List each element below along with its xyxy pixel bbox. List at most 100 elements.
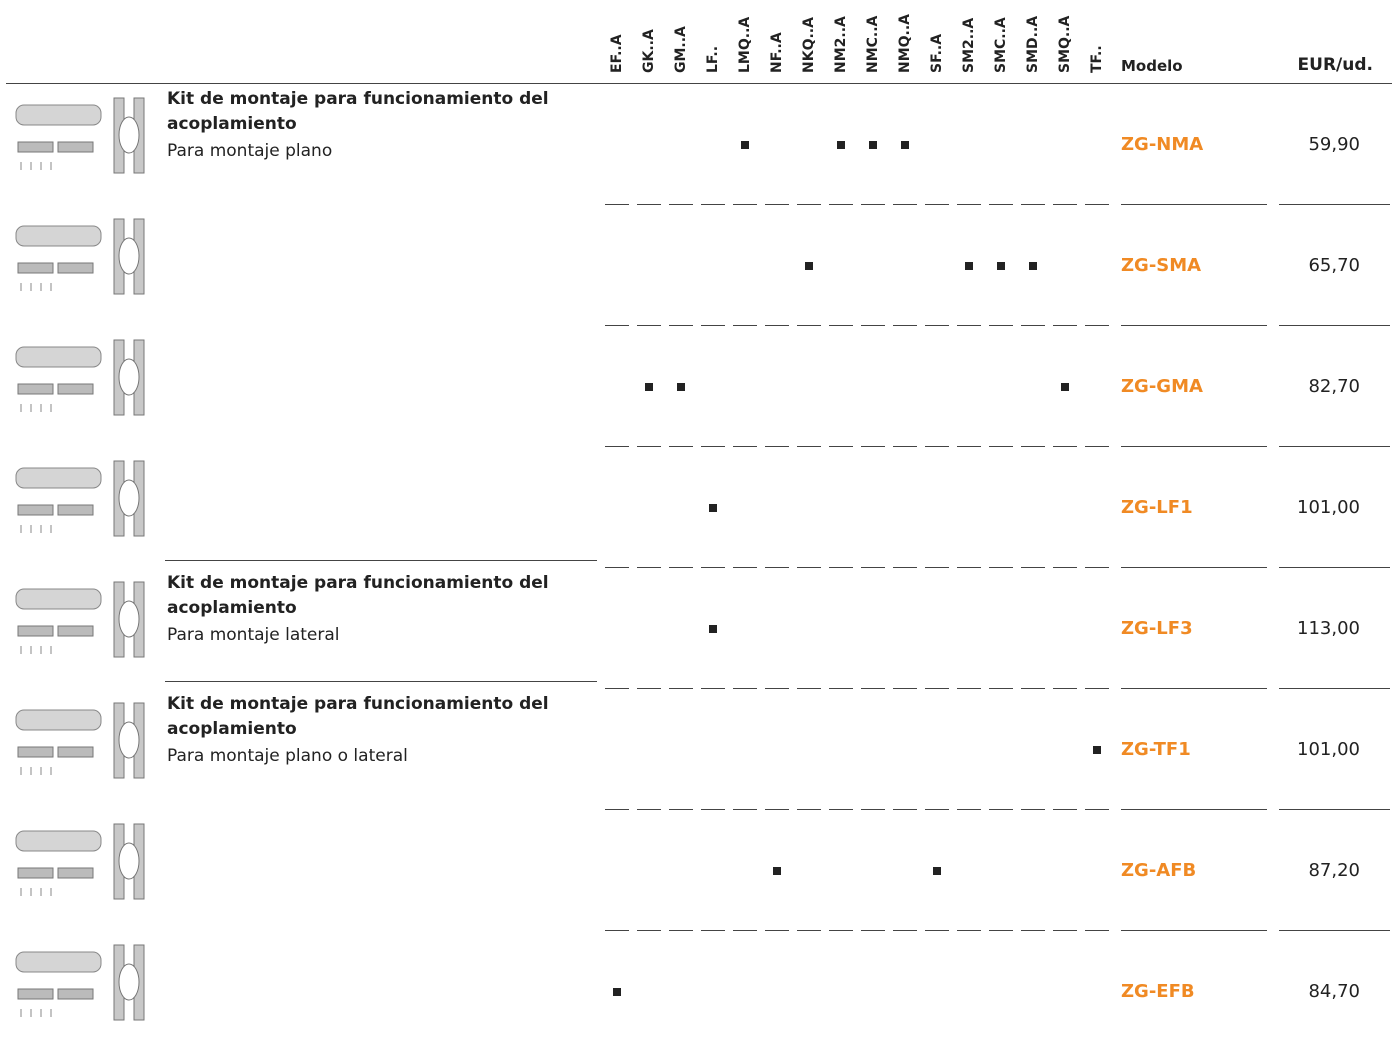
row-rule <box>1053 930 1077 931</box>
row-rule <box>797 325 821 326</box>
row-rule <box>957 930 981 931</box>
row-rule <box>605 930 629 931</box>
row-rule <box>893 688 917 689</box>
product-image <box>15 581 145 658</box>
row-rule <box>765 688 789 689</box>
row-rule <box>925 446 949 447</box>
row-rule <box>1021 567 1045 568</box>
row-rule <box>989 325 1013 326</box>
column-header: EF..A <box>609 34 625 73</box>
compat-mark <box>741 141 749 149</box>
row-rule <box>925 204 949 205</box>
row-rule <box>1279 930 1390 931</box>
row-rule <box>733 446 757 447</box>
model-code: ZG-EFB <box>1121 981 1195 1002</box>
row-rule <box>701 688 725 689</box>
compat-mark <box>1029 262 1037 270</box>
column-header: SMC..A <box>993 17 1009 73</box>
row-rule <box>1021 809 1045 810</box>
product-subtitle: Para montaje plano <box>167 141 333 161</box>
row-rule <box>637 930 661 931</box>
price: 84,70 <box>1308 981 1360 1002</box>
row-rule <box>925 809 949 810</box>
row-rule <box>1121 446 1267 447</box>
row-rule <box>637 809 661 810</box>
compat-mark <box>613 988 621 996</box>
row-rule <box>669 204 693 205</box>
product-image <box>15 97 145 174</box>
compat-mark <box>965 262 973 270</box>
model-code: ZG-GMA <box>1121 376 1203 397</box>
column-header: NMC..A <box>865 15 881 73</box>
model-code: ZG-TF1 <box>1121 739 1191 760</box>
column-header: SMQ..A <box>1057 15 1073 73</box>
row-rule <box>765 446 789 447</box>
row-rule <box>605 567 629 568</box>
column-header: NM2..A <box>833 16 849 73</box>
column-header: NMQ..A <box>897 13 913 73</box>
row-rule <box>957 688 981 689</box>
price-header: EUR/ud. <box>1297 55 1373 75</box>
row-rule <box>861 567 885 568</box>
price: 101,00 <box>1297 739 1360 760</box>
model-code: ZG-SMA <box>1121 255 1202 276</box>
row-rule <box>605 688 629 689</box>
compat-mark <box>901 141 909 149</box>
row-rule <box>829 446 853 447</box>
row-rule <box>861 446 885 447</box>
row-rule <box>797 567 821 568</box>
row-rule <box>637 688 661 689</box>
row-rule <box>797 809 821 810</box>
row-rule <box>637 567 661 568</box>
row-rule <box>957 325 981 326</box>
compat-mark <box>805 262 813 270</box>
product-subtitle: Para montaje plano o lateral <box>167 746 408 766</box>
row-rule <box>1085 809 1109 810</box>
model-code: ZG-LF1 <box>1121 497 1193 518</box>
model-code: ZG-LF3 <box>1121 618 1193 639</box>
row-rule <box>637 204 661 205</box>
row-rule <box>637 446 661 447</box>
row-rule <box>1121 809 1267 810</box>
row-rule <box>925 567 949 568</box>
compat-mark <box>1061 383 1069 391</box>
column-header: SF..A <box>929 33 945 73</box>
row-rule <box>797 688 821 689</box>
header-rule <box>6 83 1392 84</box>
price: 59,90 <box>1308 134 1360 155</box>
row-rule <box>733 688 757 689</box>
row-rule <box>701 930 725 931</box>
column-header: NF..A <box>769 32 785 73</box>
row-rule <box>733 809 757 810</box>
compat-mark <box>773 867 781 875</box>
product-title: Kit de montaje para funcionamiento del a… <box>167 89 549 134</box>
product-title: Kit de montaje para funcionamiento del a… <box>167 694 549 739</box>
row-rule <box>605 446 629 447</box>
row-rule <box>1085 567 1109 568</box>
row-rule <box>925 688 949 689</box>
row-rule <box>1021 204 1045 205</box>
row-rule <box>637 325 661 326</box>
row-rule <box>669 567 693 568</box>
row-rule <box>701 567 725 568</box>
row-rule <box>669 325 693 326</box>
price: 113,00 <box>1297 618 1360 639</box>
column-header: TF.. <box>1089 45 1105 73</box>
row-rule <box>1121 204 1267 205</box>
row-rule <box>925 325 949 326</box>
row-rule <box>1021 325 1045 326</box>
row-rule <box>1121 688 1267 689</box>
product-image <box>15 702 145 779</box>
compat-mark <box>709 504 717 512</box>
model-header: Modelo <box>1121 57 1183 75</box>
compat-mark <box>709 625 717 633</box>
row-rule <box>829 809 853 810</box>
row-rule <box>765 325 789 326</box>
row-rule <box>1279 567 1390 568</box>
row-rule <box>1279 809 1390 810</box>
row-rule <box>1279 688 1390 689</box>
column-header: LMQ..A <box>737 16 753 73</box>
row-rule <box>1053 809 1077 810</box>
row-rule <box>701 809 725 810</box>
